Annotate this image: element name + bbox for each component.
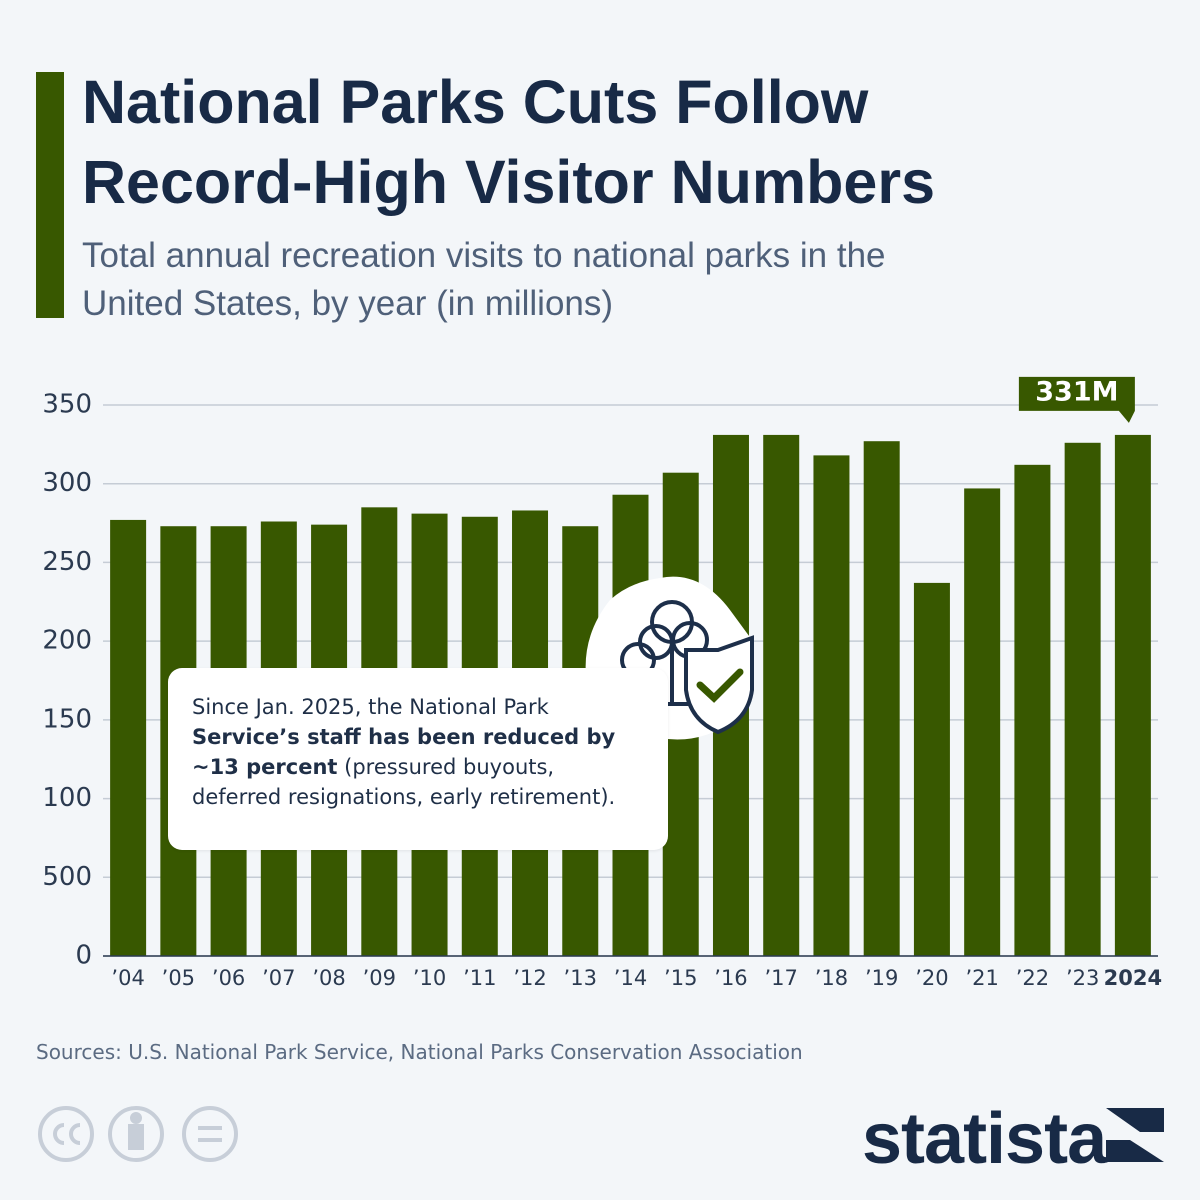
annotation: Since Jan. 2025, the National Park Servi…: [168, 668, 668, 850]
license-icons: [38, 1106, 238, 1162]
x-tick-label: ’13: [564, 966, 597, 990]
x-tick-label: ’08: [312, 966, 345, 990]
accent-bar: [36, 72, 64, 318]
brand: statista: [862, 1099, 1107, 1179]
annotation-text: (pressured buyouts, deferred resignation…: [192, 755, 616, 809]
x-tick-label: ’17: [765, 966, 798, 990]
x-tick-label: ’12: [513, 966, 546, 990]
bar: [110, 519, 147, 956]
y-tick-label: 150: [42, 704, 92, 734]
bar: [763, 434, 800, 956]
x-tick-label: ’21: [965, 966, 998, 990]
bar: [863, 441, 900, 956]
x-tick-label: ’14: [614, 966, 647, 990]
y-tick-label: 250: [42, 547, 92, 577]
x-tick-label: 2024: [1104, 966, 1162, 990]
x-tick-label: ’10: [413, 966, 446, 990]
y-tick-label: 500: [42, 862, 92, 892]
x-tick-label: ’19: [865, 966, 898, 990]
x-tick-label: ’15: [664, 966, 697, 990]
annotation-bold: Service’s staff has been reduced by ~13 …: [192, 725, 616, 779]
x-tick-label: ’06: [212, 966, 245, 990]
annotation-text: Since Jan. 2025, the National Park: [192, 695, 549, 719]
source: Sources: U.S. National Park Service, Nat…: [36, 1040, 803, 1064]
y-tick-label: 100: [42, 783, 92, 813]
y-tick-label: 350: [42, 390, 92, 420]
value-label: 331M: [1035, 376, 1118, 407]
x-tick-label: ’07: [262, 966, 295, 990]
x-tick-label: ’11: [463, 966, 496, 990]
value-label-box: [1018, 376, 1135, 423]
x-tick-label: ’22: [1016, 966, 1049, 990]
x-tick-label: ’20: [915, 966, 948, 990]
bar: [1064, 442, 1101, 957]
x-tick-label: ’09: [363, 966, 396, 990]
brand-logo: [1106, 1108, 1164, 1162]
chart-title: National Parks Cuts Follow Record-High V…: [82, 68, 936, 216]
x-tick-label: ’23: [1066, 966, 1099, 990]
x-tick-label: ’04: [111, 966, 144, 990]
chart-subtitle: Total annual recreation visits to nation…: [82, 236, 886, 323]
bar: [1014, 464, 1051, 956]
bar: [813, 455, 850, 956]
bar: [913, 582, 950, 956]
x-tick-label: ’16: [714, 966, 747, 990]
x-tick-label: ’18: [815, 966, 848, 990]
y-tick-label: 0: [75, 941, 92, 971]
bar: [1114, 434, 1151, 956]
y-tick-label: 200: [42, 626, 92, 656]
y-tick-label: 300: [42, 468, 92, 498]
x-tick-label: ’05: [162, 966, 195, 990]
bar: [964, 488, 1001, 956]
